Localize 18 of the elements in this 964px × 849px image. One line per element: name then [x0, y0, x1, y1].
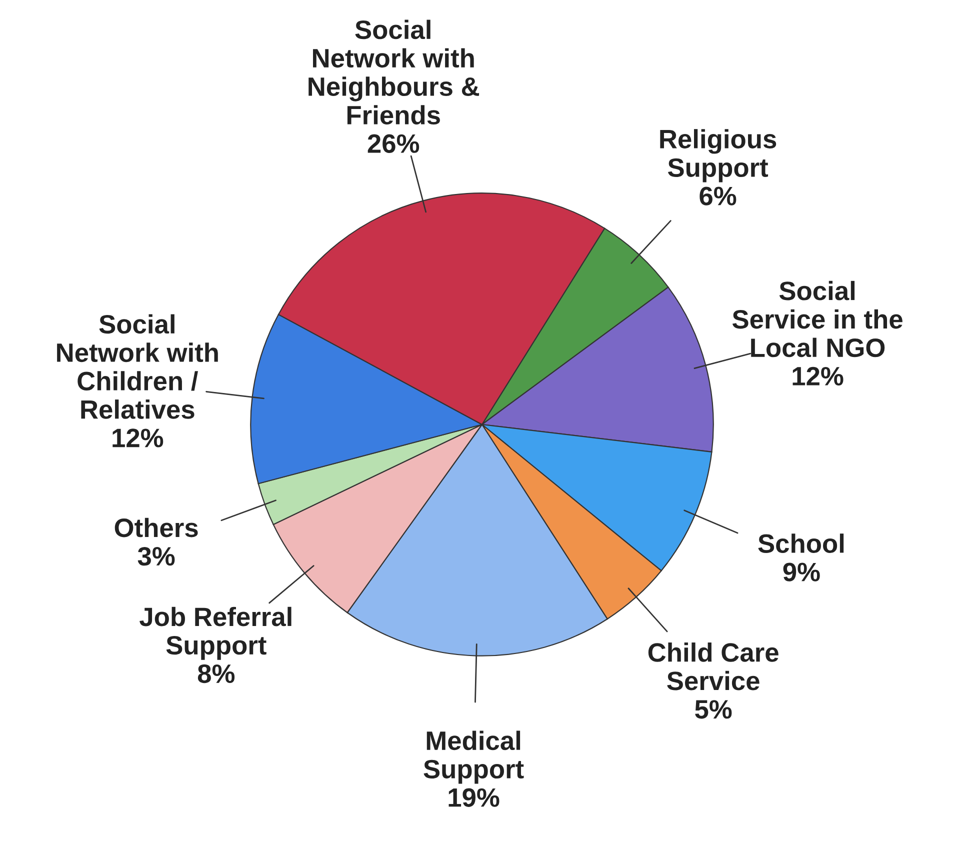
- data-label: 6%: [700, 186, 736, 206]
- slice-label: Medical Support: [424, 730, 524, 784]
- data-label: 8%: [198, 664, 235, 684]
- slice-label: Job Referral Support: [140, 606, 292, 660]
- data-label: 5%: [695, 700, 732, 719]
- slice-label: Others: [114, 518, 198, 538]
- slice-label: Religious Support: [660, 129, 776, 182]
- data-label: 3%: [138, 546, 175, 566]
- slice-label: Social Network with Neighbours & Friends: [308, 20, 480, 125]
- data-label: 19%: [448, 788, 500, 807]
- data-label: 12%: [792, 366, 844, 386]
- slice-label: School: [758, 534, 844, 553]
- slice-label: Social Service in the Local NGO: [732, 280, 902, 358]
- data-label: 26%: [368, 134, 420, 153]
- slice-label: Child Care Service: [648, 642, 778, 690]
- data-label: 9%: [783, 562, 820, 582]
- data-label: 12%: [112, 428, 164, 448]
- slice-label: Social Network with Children / Relatives: [57, 314, 218, 419]
